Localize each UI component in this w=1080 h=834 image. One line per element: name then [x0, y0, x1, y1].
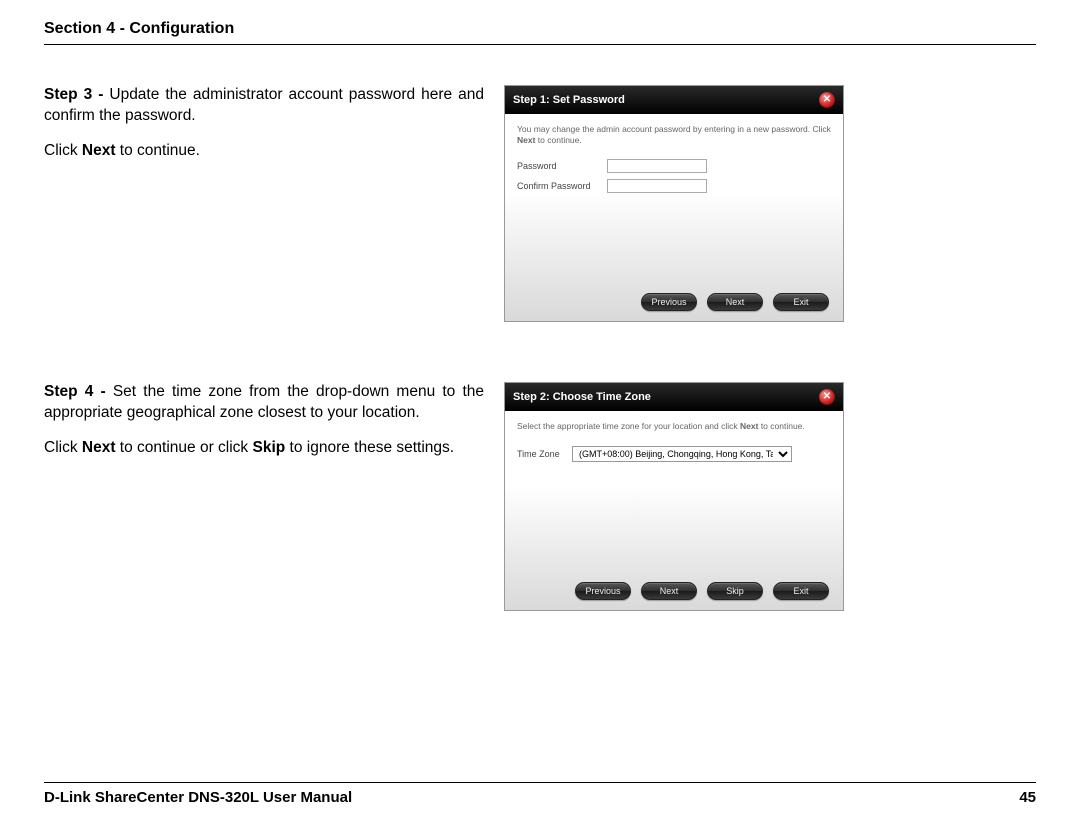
dialog1-help-prefix: You may change the admin account passwor…	[517, 124, 831, 134]
password-row: Password	[517, 159, 831, 173]
step3-click-next: Next	[82, 142, 116, 159]
dialog-set-password: Step 1: Set Password ✕ You may change th…	[504, 85, 844, 322]
header-divider	[44, 44, 1036, 45]
next-button[interactable]: Next	[707, 293, 763, 311]
password-input[interactable]	[607, 159, 707, 173]
timezone-label: Time Zone	[517, 449, 572, 459]
step3-text: Update the administrator account passwor…	[44, 86, 484, 124]
confirm-password-input[interactable]	[607, 179, 707, 193]
step3-row: Step 3 - Update the administrator accoun…	[44, 85, 1036, 322]
dialog2-help-prefix: Select the appropriate time zone for you…	[517, 421, 740, 431]
step3-click-suffix: to continue.	[116, 142, 200, 159]
skip-button[interactable]: Skip	[707, 582, 763, 600]
dialog2-footer: Previous Next Skip Exit	[505, 574, 843, 610]
next-button[interactable]: Next	[641, 582, 697, 600]
step4-click-mid: to continue or click	[116, 439, 253, 456]
step4-row: Step 4 - Set the time zone from the drop…	[44, 382, 1036, 611]
manual-title: D-Link ShareCenter DNS-320L User Manual	[44, 789, 352, 806]
page-footer: D-Link ShareCenter DNS-320L User Manual …	[44, 782, 1036, 806]
dialog1-body: You may change the admin account passwor…	[505, 114, 843, 285]
step4-instructions: Step 4 - Set the time zone from the drop…	[44, 382, 484, 473]
close-icon[interactable]: ✕	[819, 389, 835, 405]
confirm-password-label: Confirm Password	[517, 181, 607, 191]
dialog-time-zone: Step 2: Choose Time Zone ✕ Select the ap…	[504, 382, 844, 611]
page-number: 45	[1019, 789, 1036, 806]
password-label: Password	[517, 161, 607, 171]
dialog1-title: Step 1: Set Password	[513, 94, 625, 106]
dialog1-spacer	[517, 199, 831, 279]
timezone-select[interactable]: (GMT+08:00) Beijing, Chongqing, Hong Kon…	[572, 446, 792, 462]
step4-click-prefix: Click	[44, 439, 82, 456]
dialog2-help: Select the appropriate time zone for you…	[517, 421, 831, 432]
dialog2-header: Step 2: Choose Time Zone ✕	[505, 383, 843, 411]
step4-click-suffix: to ignore these settings.	[285, 439, 454, 456]
close-icon[interactable]: ✕	[819, 92, 835, 108]
dialog2-title: Step 2: Choose Time Zone	[513, 391, 651, 403]
exit-button[interactable]: Exit	[773, 582, 829, 600]
dialog1-help-bold: Next	[517, 135, 535, 145]
dialog2-body: Select the appropriate time zone for you…	[505, 411, 843, 574]
step3-instructions: Step 3 - Update the administrator accoun…	[44, 85, 484, 176]
dialog1-help-suffix: to continue.	[535, 135, 581, 145]
dialog2-help-suffix: to continue.	[758, 421, 804, 431]
dialog2-spacer	[517, 468, 831, 568]
exit-button[interactable]: Exit	[773, 293, 829, 311]
step4-click-next: Next	[82, 439, 116, 456]
previous-button[interactable]: Previous	[641, 293, 697, 311]
previous-button[interactable]: Previous	[575, 582, 631, 600]
dialog2-help-bold: Next	[740, 421, 758, 431]
dialog1-footer: Previous Next Exit	[505, 285, 843, 321]
section-title: Section 4 - Configuration	[44, 20, 1036, 38]
timezone-row: Time Zone (GMT+08:00) Beijing, Chongqing…	[517, 446, 831, 462]
step3-label: Step 3 -	[44, 86, 109, 103]
step4-click-skip: Skip	[252, 439, 285, 456]
dialog1-header: Step 1: Set Password ✕	[505, 86, 843, 114]
step3-click-prefix: Click	[44, 142, 82, 159]
confirm-password-row: Confirm Password	[517, 179, 831, 193]
step4-label: Step 4 -	[44, 383, 113, 400]
dialog1-help: You may change the admin account passwor…	[517, 124, 831, 145]
